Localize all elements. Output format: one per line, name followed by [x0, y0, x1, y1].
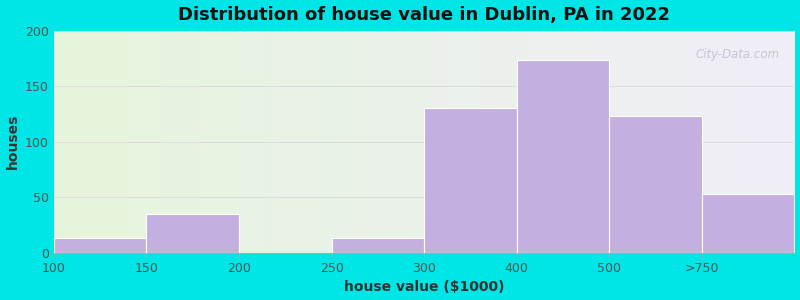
Bar	[54, 238, 146, 253]
Bar	[331, 238, 424, 253]
Bar	[146, 214, 239, 253]
Bar	[424, 108, 517, 253]
Bar	[517, 60, 610, 253]
Bar	[610, 116, 702, 253]
Bar	[702, 194, 794, 253]
Text: City-Data.com: City-Data.com	[695, 48, 780, 62]
X-axis label: house value ($1000): house value ($1000)	[344, 280, 504, 294]
Title: Distribution of house value in Dublin, PA in 2022: Distribution of house value in Dublin, P…	[178, 6, 670, 24]
Y-axis label: houses: houses	[6, 114, 19, 170]
